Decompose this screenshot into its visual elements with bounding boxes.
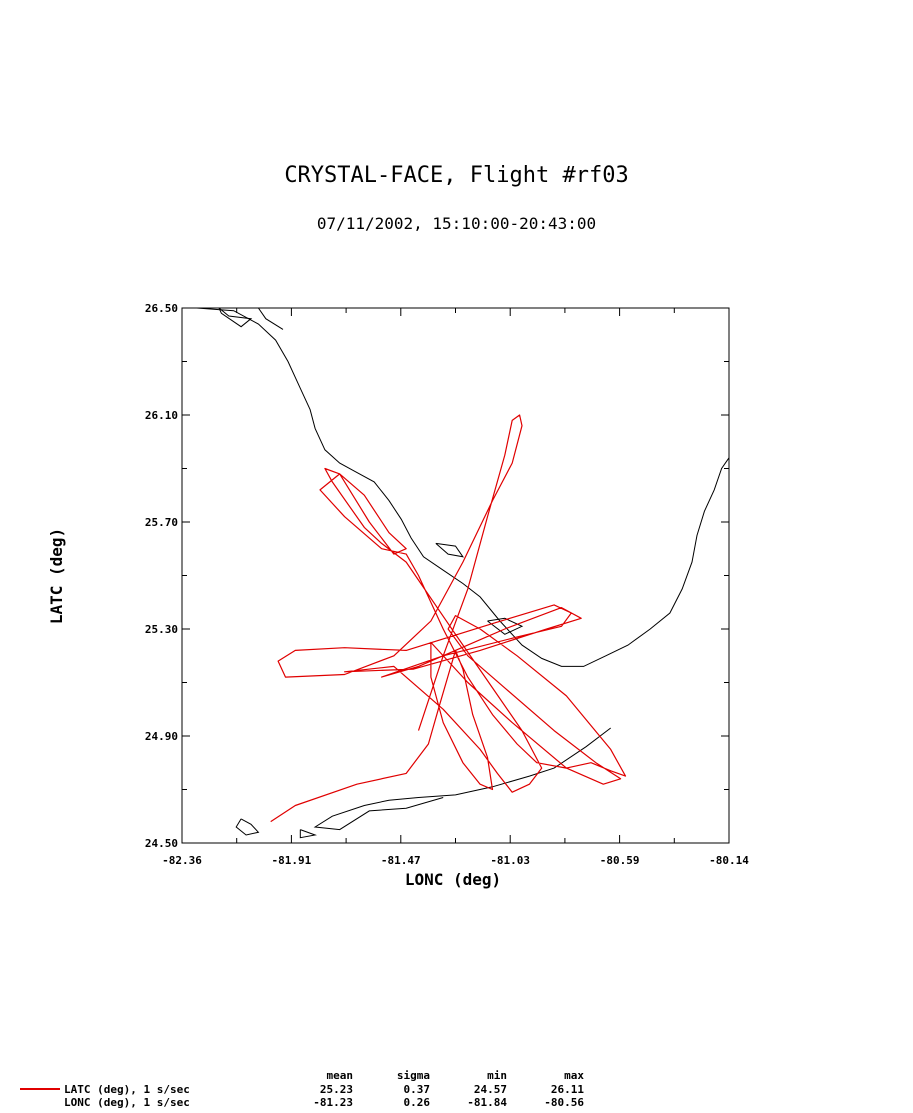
- y-axis-title: LATC (deg): [47, 528, 66, 624]
- y-tick-label: 25.30: [145, 623, 178, 636]
- stats-row-lonc-sigma: 0.26: [404, 1096, 431, 1109]
- stats-row-lonc-min: -81.84: [467, 1096, 507, 1109]
- stats-row-latc-min: 24.57: [474, 1083, 507, 1096]
- flight-track-layer: [270, 414, 627, 823]
- axis-ticks: [181, 307, 730, 844]
- chart-subtitle: 07/11/2002, 15:10:00-20:43:00: [316, 214, 597, 233]
- y-tick-label: 25.70: [145, 516, 178, 529]
- x-tick-label: -81.47: [381, 854, 421, 867]
- stats-header-mean: mean: [327, 1069, 354, 1082]
- x-tick-label: -81.03: [490, 854, 530, 867]
- stats-row-latc-max: 26.11: [551, 1083, 584, 1096]
- chart-title: CRYSTAL-FACE, Flight #rf03: [284, 163, 629, 188]
- coastline-segment: [487, 617, 524, 635]
- coastline-segment: [235, 818, 260, 836]
- x-tick-label: -81.91: [272, 854, 312, 867]
- coastline-segment: [313, 727, 612, 831]
- y-tick-label: 24.50: [145, 837, 178, 850]
- stats-header-min: min: [487, 1069, 507, 1082]
- x-axis-title: LONC (deg): [405, 870, 501, 889]
- stats-row-latc-sigma: 0.37: [404, 1083, 431, 1096]
- coastline-segment: [257, 307, 284, 330]
- stats-row-latc-label: LATC (deg), 1 s/sec: [64, 1083, 190, 1096]
- axis-tick-labels: -82.36 -81.91 -81.47 -81.03 -80.59 -80.14 24.5…: [145, 302, 749, 867]
- stats-header-sigma: sigma: [397, 1069, 430, 1082]
- stats-row-lonc-max: -80.56: [544, 1096, 584, 1109]
- coastline-layer: [196, 307, 730, 839]
- y-tick-label: 26.10: [145, 409, 178, 422]
- coastline-segment: [435, 542, 464, 558]
- x-tick-label: -80.14: [709, 854, 749, 867]
- stats-row-lonc-mean: -81.23: [313, 1096, 353, 1109]
- legend-stats: mean sigma min max LATC (deg), 1 s/sec 2…: [20, 1069, 584, 1109]
- stats-row-lonc-label: LONC (deg), 1 s/sec: [64, 1096, 190, 1109]
- y-tick-label: 26.50: [145, 302, 178, 315]
- x-tick-label: -80.59: [600, 854, 640, 867]
- stats-header-max: max: [564, 1069, 584, 1082]
- coastline-segment: [299, 829, 318, 839]
- coastline-segment: [196, 307, 730, 667]
- x-tick-label: -82.36: [162, 854, 202, 867]
- flight-track-line: [270, 414, 627, 823]
- coastline-segment: [218, 307, 253, 328]
- y-tick-label: 24.90: [145, 730, 178, 743]
- stats-row-latc-mean: 25.23: [320, 1083, 353, 1096]
